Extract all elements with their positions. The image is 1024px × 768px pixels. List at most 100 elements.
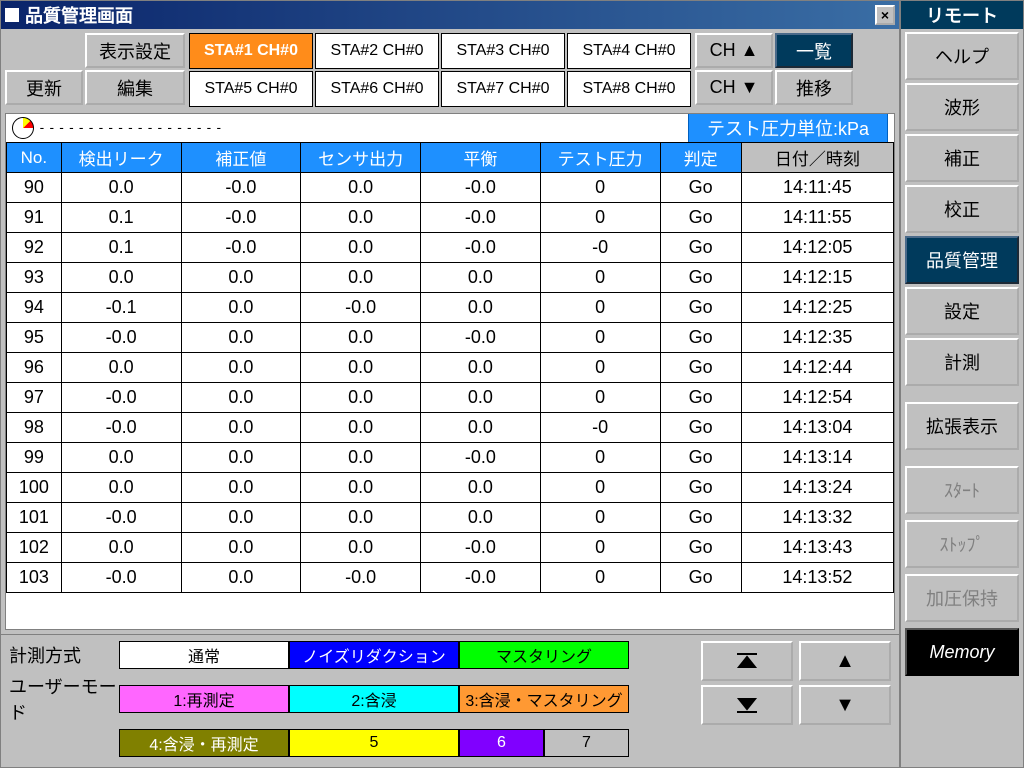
table-row: 97-0.00.00.00.00Go14:12:54 [7, 383, 894, 413]
ch-up-button[interactable]: CH ▲ [695, 33, 773, 68]
table-cell: 93 [7, 263, 62, 293]
table-cell: -0.0 [181, 173, 301, 203]
toolbar: 更新 表示設定 編集 STA#1 CH#0STA#2 CH#0STA#3 CH#… [1, 29, 899, 109]
table-cell: 0.0 [301, 503, 421, 533]
side-nav-button[interactable]: ヘルプ [905, 32, 1019, 80]
page-down-button[interactable]: ▼ [799, 685, 891, 725]
table-cell: 0.0 [61, 263, 181, 293]
table-header: 補正値 [181, 143, 301, 173]
table-cell: 14:13:24 [741, 473, 893, 503]
table-cell: -0.0 [421, 233, 541, 263]
side-nav-button[interactable]: 波形 [905, 83, 1019, 131]
page-bottom-button[interactable] [701, 685, 793, 725]
hold-button[interactable]: 加圧保持 [905, 574, 1019, 622]
table-header: センサ出力 [301, 143, 421, 173]
ch-down-button[interactable]: CH ▼ [695, 70, 773, 105]
sta-button-7[interactable]: STA#7 CH#0 [441, 71, 565, 107]
table-cell: 0.0 [61, 473, 181, 503]
table-cell: 0.0 [61, 533, 181, 563]
memory-button[interactable]: Memory [905, 628, 1019, 676]
sta-button-3[interactable]: STA#3 CH#0 [441, 33, 565, 69]
table-header: No. [7, 143, 62, 173]
side-nav-button[interactable]: 補正 [905, 134, 1019, 182]
titlebar: 品質管理画面 × [1, 1, 899, 29]
side-nav-button[interactable]: 校正 [905, 185, 1019, 233]
side-nav-button[interactable]: 品質管理 [905, 236, 1019, 284]
table-cell: 0 [540, 473, 660, 503]
table-cell: 14:12:54 [741, 383, 893, 413]
table-cell: 0.0 [421, 293, 541, 323]
table-cell: 99 [7, 443, 62, 473]
sta-button-1[interactable]: STA#1 CH#0 [189, 33, 313, 69]
sta-button-6[interactable]: STA#6 CH#0 [315, 71, 439, 107]
table-cell: 96 [7, 353, 62, 383]
table-row: 900.0-0.00.0-0.00Go14:11:45 [7, 173, 894, 203]
sta-button-8[interactable]: STA#8 CH#0 [567, 71, 691, 107]
display-settings-button[interactable]: 表示設定 [85, 33, 185, 68]
start-button[interactable]: ｽﾀｰﾄ [905, 466, 1019, 514]
pie-icon [12, 117, 34, 139]
table-cell: 0 [540, 173, 660, 203]
table-cell: 0.0 [181, 503, 301, 533]
table-header[interactable]: 日付／時刻 [741, 143, 893, 173]
trend-button[interactable]: 推移 [775, 70, 853, 105]
table-cell: Go [660, 263, 741, 293]
extended-display-button[interactable]: 拡張表示 [905, 402, 1019, 450]
mode-cell[interactable]: ノイズリダクション [289, 641, 459, 669]
mode-cell[interactable]: 6 [459, 729, 544, 757]
table-cell: 0.0 [421, 353, 541, 383]
page-up-button[interactable]: ▲ [799, 641, 891, 681]
sta-button-4[interactable]: STA#4 CH#0 [567, 33, 691, 69]
table-cell: Go [660, 473, 741, 503]
mode-cell[interactable]: 4:含浸・再測定 [119, 729, 289, 757]
table-cell: 0.0 [301, 173, 421, 203]
table-cell: Go [660, 383, 741, 413]
table-cell: 0.0 [301, 263, 421, 293]
table-cell: 0.0 [301, 233, 421, 263]
table-cell: 0.0 [181, 263, 301, 293]
table-cell: 14:12:15 [741, 263, 893, 293]
table-cell: -0.0 [301, 563, 421, 593]
table-cell: 14:13:52 [741, 563, 893, 593]
table-cell: 14:11:55 [741, 203, 893, 233]
page-top-button[interactable] [701, 641, 793, 681]
table-row: 930.00.00.00.00Go14:12:15 [7, 263, 894, 293]
table-cell: -0.0 [61, 563, 181, 593]
close-button[interactable]: × [875, 5, 895, 25]
table-row: 920.1-0.00.0-0.0-0Go14:12:05 [7, 233, 894, 263]
table-cell: 0 [540, 353, 660, 383]
table-cell: 0.0 [301, 383, 421, 413]
table-cell: 0.0 [301, 323, 421, 353]
table-cell: 14:13:32 [741, 503, 893, 533]
edit-button[interactable]: 編集 [85, 70, 185, 105]
list-button[interactable]: 一覧 [775, 33, 853, 68]
side-nav-button[interactable]: 計測 [905, 338, 1019, 386]
sta-button-5[interactable]: STA#5 CH#0 [189, 71, 313, 107]
table-cell: -0.0 [421, 533, 541, 563]
mode-cell[interactable]: 2:含浸 [289, 685, 459, 713]
mode-cell[interactable]: 1:再測定 [119, 685, 289, 713]
table-cell: 101 [7, 503, 62, 533]
title-icon [5, 8, 19, 22]
side-nav-button[interactable]: 設定 [905, 287, 1019, 335]
refresh-button[interactable]: 更新 [5, 70, 83, 105]
mode-cell[interactable]: 5 [289, 729, 459, 757]
table-header: 判定 [660, 143, 741, 173]
table-cell: 102 [7, 533, 62, 563]
sta-button-2[interactable]: STA#2 CH#0 [315, 33, 439, 69]
stop-button[interactable]: ｽﾄｯﾌﾟ [905, 520, 1019, 568]
table-cell: 0.0 [181, 353, 301, 383]
table-cell: 0.0 [301, 353, 421, 383]
mode-cell[interactable]: マスタリング [459, 641, 629, 669]
table-cell: -0.0 [421, 203, 541, 233]
table-cell: 14:12:25 [741, 293, 893, 323]
table-row: 990.00.00.0-0.00Go14:13:14 [7, 443, 894, 473]
mode-cell[interactable]: 3:含浸・マスタリング [459, 685, 629, 713]
table-cell: Go [660, 443, 741, 473]
mode-cell[interactable]: 7 [544, 729, 629, 757]
data-table: No.検出リーク補正値センサ出力平衡テスト圧力判定日付／時刻 900.0-0.0… [6, 142, 894, 593]
table-cell: 14:13:43 [741, 533, 893, 563]
mode-cell[interactable]: 通常 [119, 641, 289, 669]
table-header: テスト圧力 [540, 143, 660, 173]
table-row: 960.00.00.00.00Go14:12:44 [7, 353, 894, 383]
